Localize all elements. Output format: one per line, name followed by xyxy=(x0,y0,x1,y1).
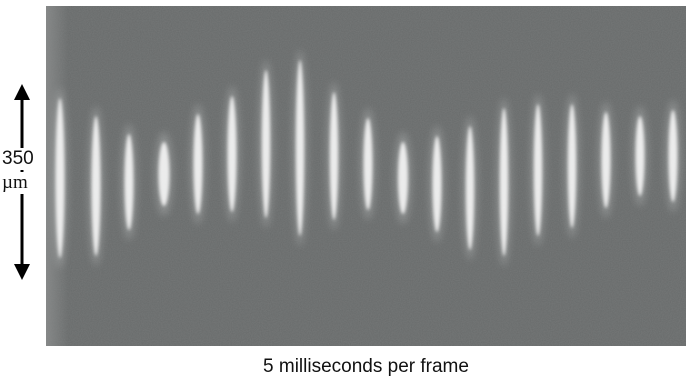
scale-bar-value: 350 xyxy=(2,148,42,170)
frame-streak xyxy=(567,104,577,228)
frame-streak xyxy=(363,118,373,210)
frame-streak xyxy=(465,126,475,250)
frame-streak xyxy=(668,110,678,202)
frame-streak xyxy=(295,60,305,236)
frame-streak xyxy=(124,134,134,230)
frame-streak xyxy=(601,112,611,208)
frame-streak xyxy=(55,98,65,258)
frame-streaks xyxy=(52,50,681,268)
scale-bar-unit: µm xyxy=(2,172,42,194)
frame-streak xyxy=(158,142,170,206)
frame-streak xyxy=(193,114,203,214)
frame-streak xyxy=(91,116,101,256)
frame-streak xyxy=(227,96,237,212)
frame-streak xyxy=(398,142,408,214)
frame-streak xyxy=(261,70,271,218)
frame-streak xyxy=(432,136,442,232)
figure-caption: 5 milliseconds per frame xyxy=(263,356,469,377)
streak-photo-canvas xyxy=(46,6,686,346)
frame-streak xyxy=(499,108,509,256)
frame-streak xyxy=(635,116,645,196)
frame-streak xyxy=(329,92,339,220)
frame-streak xyxy=(533,104,543,236)
streak-photo xyxy=(46,6,686,346)
scale-bar: 350 µm xyxy=(0,84,46,280)
